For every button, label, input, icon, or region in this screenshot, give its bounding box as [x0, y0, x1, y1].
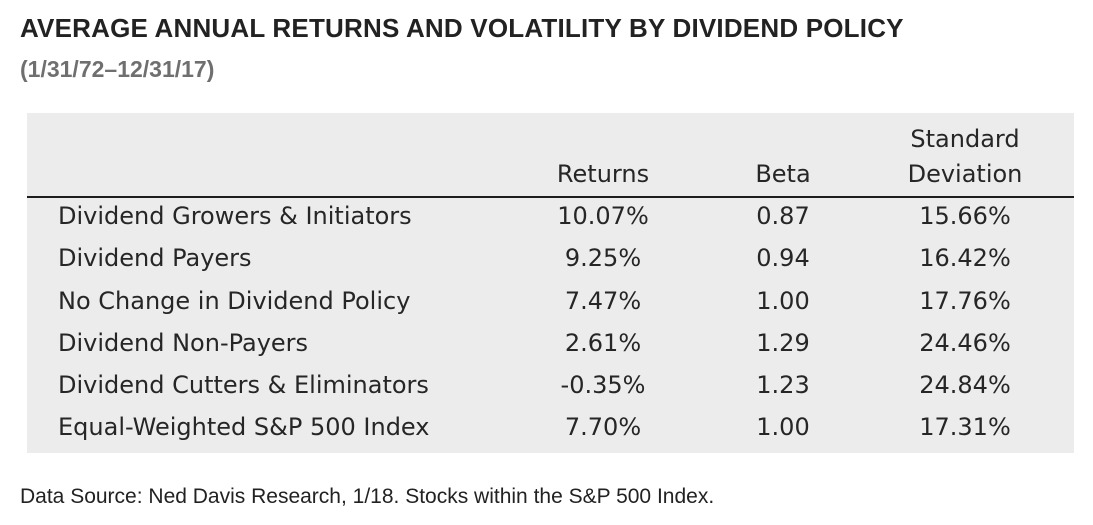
cell-beta: 0.94: [756, 244, 810, 272]
cell-returns: 7.47%: [564, 287, 642, 315]
chart-title: AVERAGE ANNUAL RETURNS AND VOLATILITY BY…: [20, 13, 904, 43]
cell-sd: 16.42%: [919, 244, 1011, 272]
row-label: Dividend Growers & Initiators: [58, 202, 412, 230]
cell-sd: 17.31%: [919, 413, 1011, 441]
cell-beta: 1.00: [756, 287, 810, 315]
row-label: No Change in Dividend Policy: [58, 287, 411, 315]
column-header-returns: Returns: [556, 160, 650, 188]
cell-sd: 17.76%: [919, 287, 1011, 315]
column-header-sd-line2: Deviation: [907, 160, 1023, 188]
cell-returns: 9.25%: [564, 244, 642, 272]
cell-returns: 10.07%: [557, 202, 649, 230]
cell-beta: 1.00: [756, 413, 810, 441]
row-label: Equal-Weighted S&P 500 Index: [58, 413, 430, 441]
chart-subtitle: (1/31/72–12/31/17): [20, 56, 215, 82]
header-rule: [27, 196, 1074, 198]
cell-sd: 24.46%: [919, 329, 1011, 357]
cell-returns: 2.61%: [564, 329, 642, 357]
row-label: Dividend Non-Payers: [58, 329, 309, 357]
cell-beta: 1.23: [756, 371, 810, 399]
cell-returns: -0.35%: [560, 371, 646, 399]
row-label: Dividend Cutters & Eliminators: [58, 371, 429, 399]
column-header-beta: Beta: [755, 160, 811, 188]
cell-beta: 0.87: [756, 202, 810, 230]
cell-sd: 24.84%: [919, 371, 1011, 399]
cell-sd: 15.66%: [919, 202, 1011, 230]
table-panel: [27, 113, 1074, 453]
cell-beta: 1.29: [756, 329, 810, 357]
data-source-note: Data Source: Ned Davis Research, 1/18. S…: [20, 485, 715, 508]
cell-returns: 7.70%: [564, 413, 642, 441]
column-header-sd-line1: Standard: [910, 125, 1020, 153]
row-label: Dividend Payers: [58, 244, 252, 272]
